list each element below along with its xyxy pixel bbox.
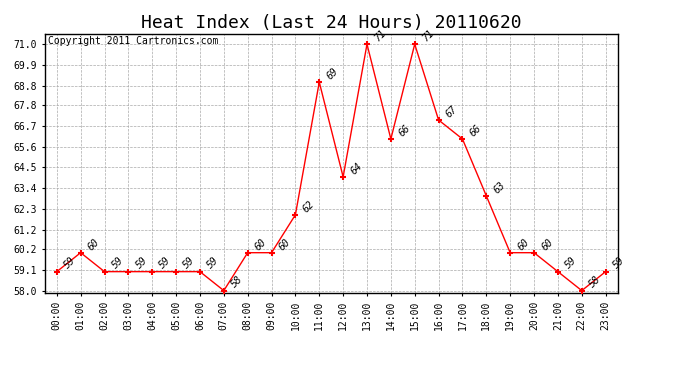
Text: 69: 69 bbox=[325, 66, 340, 81]
Title: Heat Index (Last 24 Hours) 20110620: Heat Index (Last 24 Hours) 20110620 bbox=[141, 14, 522, 32]
Text: 59: 59 bbox=[181, 255, 197, 271]
Text: Copyright 2011 Cartronics.com: Copyright 2011 Cartronics.com bbox=[48, 36, 218, 46]
Text: 59: 59 bbox=[62, 255, 78, 271]
Text: 59: 59 bbox=[134, 255, 149, 271]
Text: 59: 59 bbox=[110, 255, 126, 271]
Text: 60: 60 bbox=[515, 237, 531, 252]
Text: 67: 67 bbox=[444, 104, 460, 119]
Text: 60: 60 bbox=[86, 237, 101, 252]
Text: 66: 66 bbox=[397, 123, 412, 138]
Text: 58: 58 bbox=[229, 274, 245, 290]
Text: 59: 59 bbox=[564, 255, 579, 271]
Text: 59: 59 bbox=[158, 255, 173, 271]
Text: 60: 60 bbox=[253, 237, 268, 252]
Text: 60: 60 bbox=[540, 237, 555, 252]
Text: 71: 71 bbox=[420, 28, 435, 44]
Text: 60: 60 bbox=[277, 237, 293, 252]
Text: 59: 59 bbox=[206, 255, 221, 271]
Text: 62: 62 bbox=[301, 199, 316, 214]
Text: 63: 63 bbox=[492, 180, 507, 195]
Text: 64: 64 bbox=[348, 161, 364, 176]
Text: 66: 66 bbox=[468, 123, 484, 138]
Text: 59: 59 bbox=[611, 255, 627, 271]
Text: 58: 58 bbox=[587, 274, 602, 290]
Text: 71: 71 bbox=[373, 28, 388, 44]
